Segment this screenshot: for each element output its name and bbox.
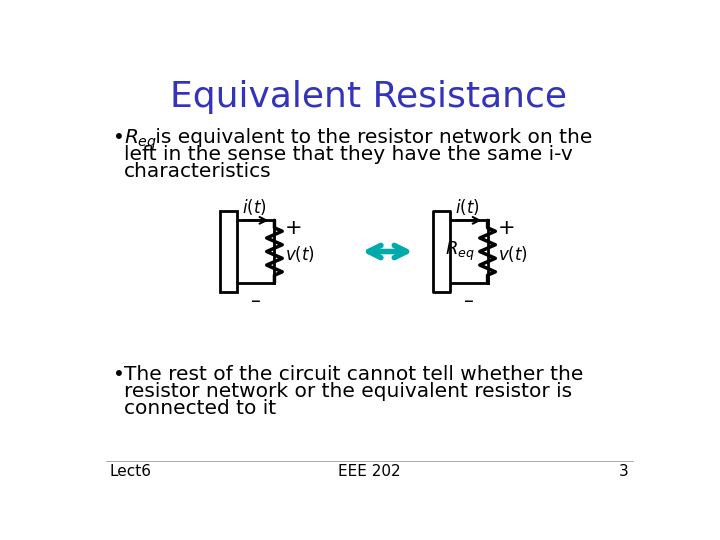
Text: $v(t)$: $v(t)$ [498, 244, 528, 264]
Text: •: • [113, 365, 125, 384]
Text: The rest of the circuit cannot tell whether the: The rest of the circuit cannot tell whet… [124, 365, 583, 384]
Text: –: – [464, 292, 474, 311]
Text: Equivalent Resistance: Equivalent Resistance [171, 80, 567, 114]
Text: is equivalent to the resistor network on the: is equivalent to the resistor network on… [149, 128, 593, 147]
Text: $i(t)$: $i(t)$ [242, 197, 266, 217]
Text: $R_{eq}$: $R_{eq}$ [124, 128, 157, 152]
Text: –: – [251, 292, 261, 311]
Text: resistor network or the equivalent resistor is: resistor network or the equivalent resis… [124, 382, 572, 401]
Text: +: + [284, 218, 302, 238]
Bar [433, 211, 451, 292]
Bar [220, 211, 238, 292]
Text: characteristics: characteristics [124, 162, 271, 181]
Text: 3: 3 [619, 464, 629, 479]
Text: $v(t)$: $v(t)$ [284, 244, 315, 264]
Text: connected to it: connected to it [124, 399, 276, 418]
Text: Lect6: Lect6 [109, 464, 151, 479]
Text: $i(t)$: $i(t)$ [455, 197, 480, 217]
Text: EEE 202: EEE 202 [338, 464, 400, 479]
Text: left in the sense that they have the same i-v: left in the sense that they have the sam… [124, 145, 573, 164]
Text: $R_{eq}$: $R_{eq}$ [445, 240, 474, 263]
Text: •: • [113, 128, 125, 147]
Text: +: + [498, 218, 516, 238]
